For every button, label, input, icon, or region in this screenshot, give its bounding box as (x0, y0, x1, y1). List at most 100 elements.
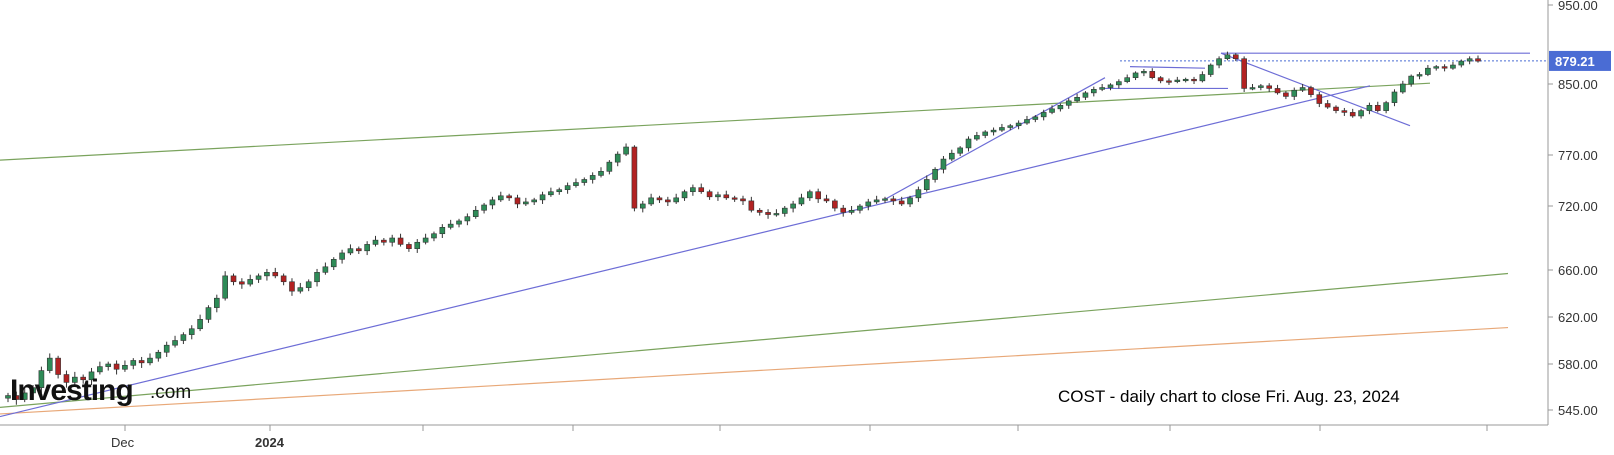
candle-body (1040, 112, 1047, 118)
candle-body (539, 194, 546, 201)
candle (406, 242, 412, 252)
candle-body (706, 191, 713, 198)
candle-body (798, 197, 805, 205)
candle-body (765, 212, 771, 215)
candle-body (222, 275, 228, 299)
candle (1475, 55, 1481, 63)
candle-body (289, 281, 295, 292)
candle-body (88, 371, 95, 381)
trendline (0, 272, 1509, 408)
candle-body (247, 279, 254, 285)
candle-body (414, 241, 421, 249)
candle-body (1441, 66, 1448, 69)
candle (1057, 103, 1064, 112)
candle (907, 195, 913, 208)
candle (147, 353, 153, 366)
candle (748, 196, 755, 213)
candle (1082, 91, 1089, 100)
candle-body (1450, 64, 1456, 69)
candle (264, 268, 270, 281)
candle-body (506, 195, 512, 199)
candle-body (623, 146, 629, 155)
candle-body (606, 161, 613, 172)
candle (439, 224, 446, 238)
candle (364, 241, 370, 256)
candle (21, 387, 28, 403)
candle-body (1425, 67, 1431, 75)
candle (974, 131, 980, 141)
candle (514, 194, 521, 209)
candle-body (840, 207, 847, 213)
candle (1040, 109, 1047, 121)
candle (255, 273, 262, 283)
candle-body (1057, 105, 1064, 110)
candle (940, 156, 947, 174)
candle (431, 231, 437, 242)
candle-body (748, 200, 755, 211)
candle (999, 123, 1005, 132)
candle (464, 213, 471, 226)
candle (38, 366, 45, 393)
candle-body (297, 287, 304, 292)
candle-body (155, 351, 162, 359)
candle-body (1166, 80, 1172, 83)
candle-body (305, 281, 312, 288)
candle (840, 204, 847, 217)
candle (372, 235, 379, 247)
candle (289, 278, 295, 296)
candle-body (1232, 54, 1239, 60)
candle-body (63, 374, 70, 383)
candle-body (548, 191, 554, 196)
candle-body (439, 227, 446, 235)
y-axis: 950.00 850.00 770.00 720.00 660.00 620.00 580.… (1547, 0, 1611, 425)
candle (890, 195, 897, 205)
candle-body (372, 239, 379, 245)
chart-annotation: COST - daily chart to close Fri. Aug. 23… (1058, 387, 1400, 406)
candle (1416, 72, 1423, 80)
candle-body (130, 360, 137, 366)
candle (163, 341, 170, 357)
candle-body (1049, 108, 1055, 113)
candle-body (848, 209, 855, 213)
candle (13, 391, 20, 405)
candle (1116, 79, 1122, 89)
candle (280, 273, 287, 286)
candle-body (1358, 110, 1364, 117)
candle-body (38, 370, 45, 388)
candle (773, 209, 780, 217)
candle (882, 196, 888, 203)
candle (807, 189, 813, 201)
candle (297, 282, 304, 294)
candle (247, 274, 254, 287)
candle-body (1182, 78, 1189, 82)
candle-body (1199, 74, 1206, 82)
candle (614, 151, 621, 167)
candle-body (631, 146, 638, 209)
candle (564, 182, 571, 194)
candle (690, 184, 696, 196)
candle (239, 278, 245, 289)
candle-body (1433, 66, 1440, 69)
candle-body (823, 198, 830, 202)
candle (63, 370, 70, 388)
last-price-badge (1549, 50, 1611, 71)
candle-body (882, 198, 888, 201)
candle (46, 353, 53, 374)
candle-body (1216, 58, 1222, 66)
candle (1099, 84, 1105, 92)
candle (197, 314, 203, 332)
candle (55, 355, 61, 379)
candle (623, 143, 629, 157)
candle (330, 257, 337, 270)
candle-body (1007, 125, 1014, 128)
y-tick-label: 660.00 (1558, 263, 1598, 278)
candle-body (648, 197, 654, 205)
candle (823, 194, 830, 203)
candle (381, 238, 387, 246)
candle-body (656, 197, 663, 201)
candle-body (531, 199, 537, 203)
candle (1333, 105, 1339, 114)
candle (105, 361, 112, 371)
candle-body (1082, 92, 1089, 98)
candle (1291, 87, 1298, 100)
